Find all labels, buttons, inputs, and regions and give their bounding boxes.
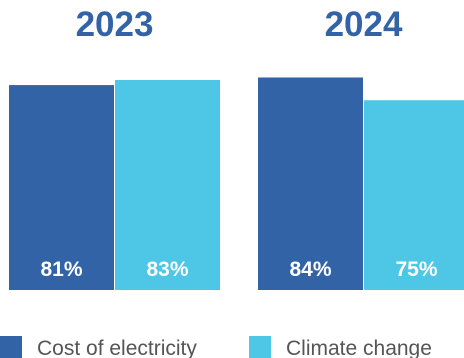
group-title-2023: 2023 [76,5,154,44]
bar-2024-series-0 [258,77,363,290]
legend-label-series-1: Climate change [286,337,432,358]
bar-2024-series-1 [364,100,464,290]
bar-value-label-2023-series-0: 81% [40,258,82,281]
legend-swatch-series-0 [0,336,22,358]
group-title-2024: 2024 [325,5,403,44]
bar-2023-series-0 [9,85,114,290]
legend-label-series-0: Cost of electricity [37,337,197,358]
bar-value-label-2023-series-1: 83% [146,258,188,281]
bar-value-label-2024-series-1: 75% [395,258,437,281]
legend-swatch-series-1 [249,336,271,358]
bar-value-label-2024-series-0: 84% [289,258,331,281]
bar-2023-series-1 [115,80,220,290]
